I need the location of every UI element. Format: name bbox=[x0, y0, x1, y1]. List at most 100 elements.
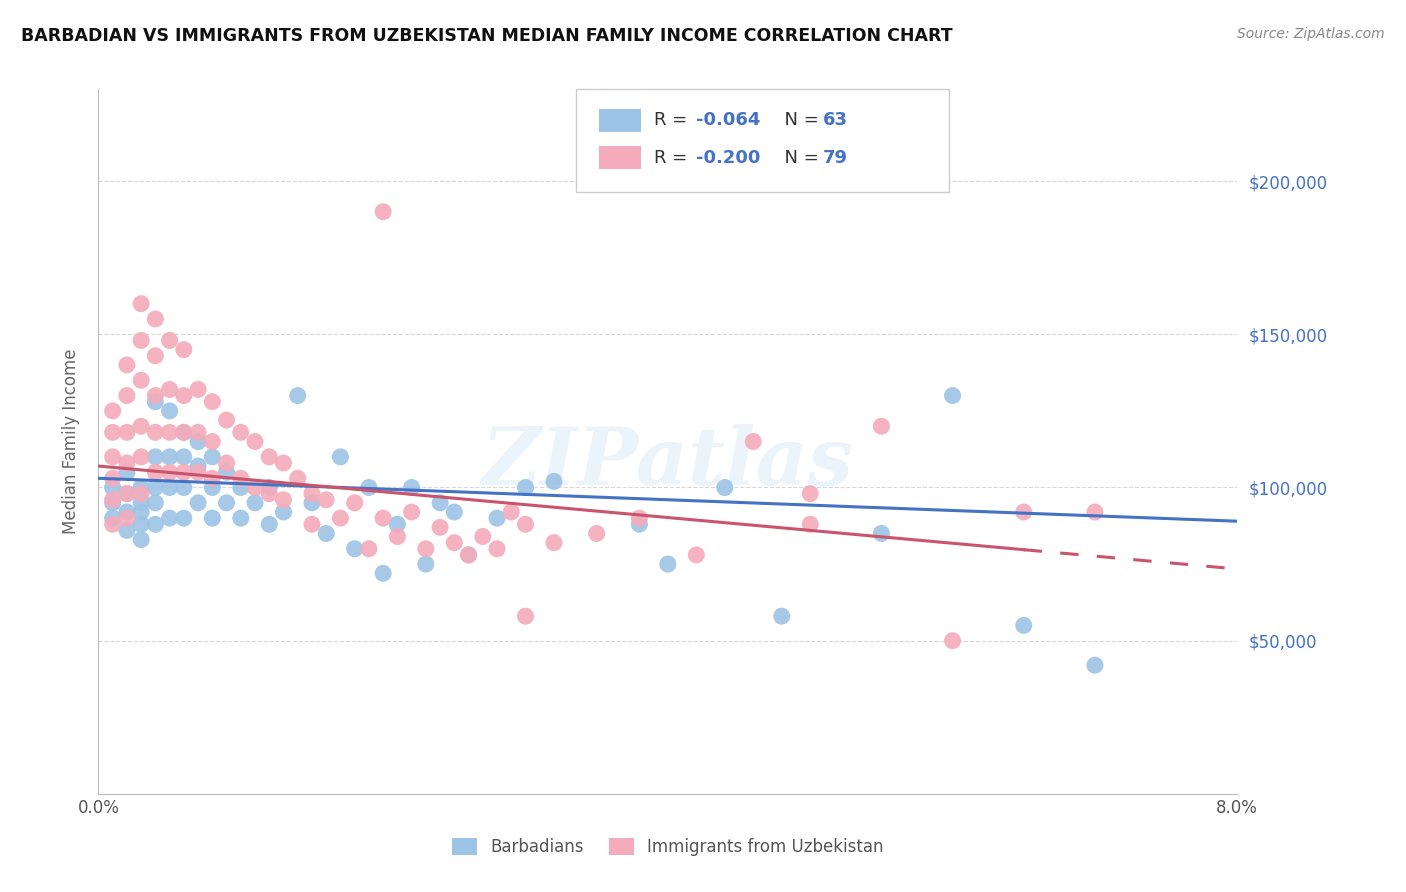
Point bbox=[301, 517, 323, 532]
Point bbox=[159, 383, 181, 397]
Point bbox=[443, 505, 465, 519]
Text: 63: 63 bbox=[823, 112, 848, 129]
Point bbox=[115, 465, 138, 479]
Point bbox=[229, 471, 252, 485]
Point bbox=[628, 511, 651, 525]
Point bbox=[243, 481, 266, 495]
Point bbox=[101, 404, 124, 418]
Point bbox=[101, 471, 124, 485]
Text: Source: ZipAtlas.com: Source: ZipAtlas.com bbox=[1237, 27, 1385, 41]
Point bbox=[129, 373, 152, 387]
Point bbox=[129, 496, 152, 510]
Point bbox=[585, 526, 607, 541]
Point bbox=[357, 541, 380, 556]
Point bbox=[415, 557, 437, 571]
Point bbox=[1084, 505, 1107, 519]
Point bbox=[129, 419, 152, 434]
Point bbox=[371, 566, 394, 581]
Point bbox=[215, 465, 238, 479]
Point bbox=[101, 425, 124, 440]
Point bbox=[101, 492, 124, 507]
Point bbox=[343, 496, 366, 510]
Point bbox=[387, 517, 409, 532]
Y-axis label: Median Family Income: Median Family Income bbox=[62, 349, 80, 534]
Point bbox=[357, 481, 380, 495]
Point bbox=[543, 535, 565, 549]
Point bbox=[173, 425, 195, 440]
Point bbox=[501, 505, 523, 519]
Point bbox=[159, 481, 181, 495]
Point bbox=[515, 481, 537, 495]
Point bbox=[201, 394, 224, 409]
Point bbox=[159, 334, 181, 348]
Point bbox=[187, 465, 209, 479]
Point bbox=[1012, 505, 1035, 519]
Point bbox=[173, 388, 195, 402]
Point bbox=[129, 296, 152, 310]
Point bbox=[145, 394, 167, 409]
Point bbox=[315, 492, 337, 507]
Point bbox=[657, 557, 679, 571]
Point bbox=[543, 475, 565, 489]
Text: R =: R = bbox=[654, 149, 693, 167]
Point bbox=[585, 144, 607, 158]
Point bbox=[187, 496, 209, 510]
Point bbox=[287, 471, 309, 485]
Point bbox=[429, 496, 451, 510]
Point bbox=[799, 486, 821, 500]
Point bbox=[145, 481, 167, 495]
Text: ZIPatlas: ZIPatlas bbox=[482, 424, 853, 501]
Point bbox=[515, 609, 537, 624]
Point bbox=[387, 529, 409, 543]
Text: 79: 79 bbox=[823, 149, 848, 167]
Point bbox=[173, 343, 195, 357]
Point bbox=[187, 383, 209, 397]
Point bbox=[201, 481, 224, 495]
Point bbox=[129, 517, 152, 532]
Point bbox=[401, 505, 423, 519]
Point bbox=[371, 204, 394, 219]
Point bbox=[329, 511, 352, 525]
Point bbox=[742, 434, 765, 449]
Point bbox=[115, 456, 138, 470]
Point bbox=[259, 450, 281, 464]
Point bbox=[215, 413, 238, 427]
Point bbox=[101, 511, 124, 525]
Point bbox=[159, 511, 181, 525]
Text: N =: N = bbox=[773, 112, 825, 129]
Point bbox=[129, 481, 152, 495]
Point bbox=[129, 486, 152, 500]
Point bbox=[187, 425, 209, 440]
Point bbox=[145, 517, 167, 532]
Point bbox=[187, 434, 209, 449]
Point bbox=[486, 541, 509, 556]
Point bbox=[129, 505, 152, 519]
Text: R =: R = bbox=[654, 112, 693, 129]
Legend: Barbadians, Immigrants from Uzbekistan: Barbadians, Immigrants from Uzbekistan bbox=[446, 831, 890, 863]
Point bbox=[115, 505, 138, 519]
Point bbox=[628, 517, 651, 532]
Point bbox=[145, 425, 167, 440]
Point bbox=[1084, 658, 1107, 673]
Point bbox=[486, 511, 509, 525]
Point bbox=[215, 496, 238, 510]
Point bbox=[201, 511, 224, 525]
Point bbox=[685, 548, 707, 562]
Point bbox=[942, 388, 965, 402]
Point bbox=[942, 633, 965, 648]
Point bbox=[173, 511, 195, 525]
Point bbox=[273, 492, 295, 507]
Point bbox=[273, 456, 295, 470]
Point bbox=[129, 334, 152, 348]
Point bbox=[101, 517, 124, 532]
Point bbox=[145, 388, 167, 402]
Point bbox=[201, 434, 224, 449]
Point bbox=[301, 486, 323, 500]
Point bbox=[173, 465, 195, 479]
Point bbox=[229, 511, 252, 525]
Point bbox=[159, 465, 181, 479]
Point bbox=[145, 349, 167, 363]
Point bbox=[471, 529, 494, 543]
Point bbox=[115, 425, 138, 440]
Point bbox=[315, 526, 337, 541]
